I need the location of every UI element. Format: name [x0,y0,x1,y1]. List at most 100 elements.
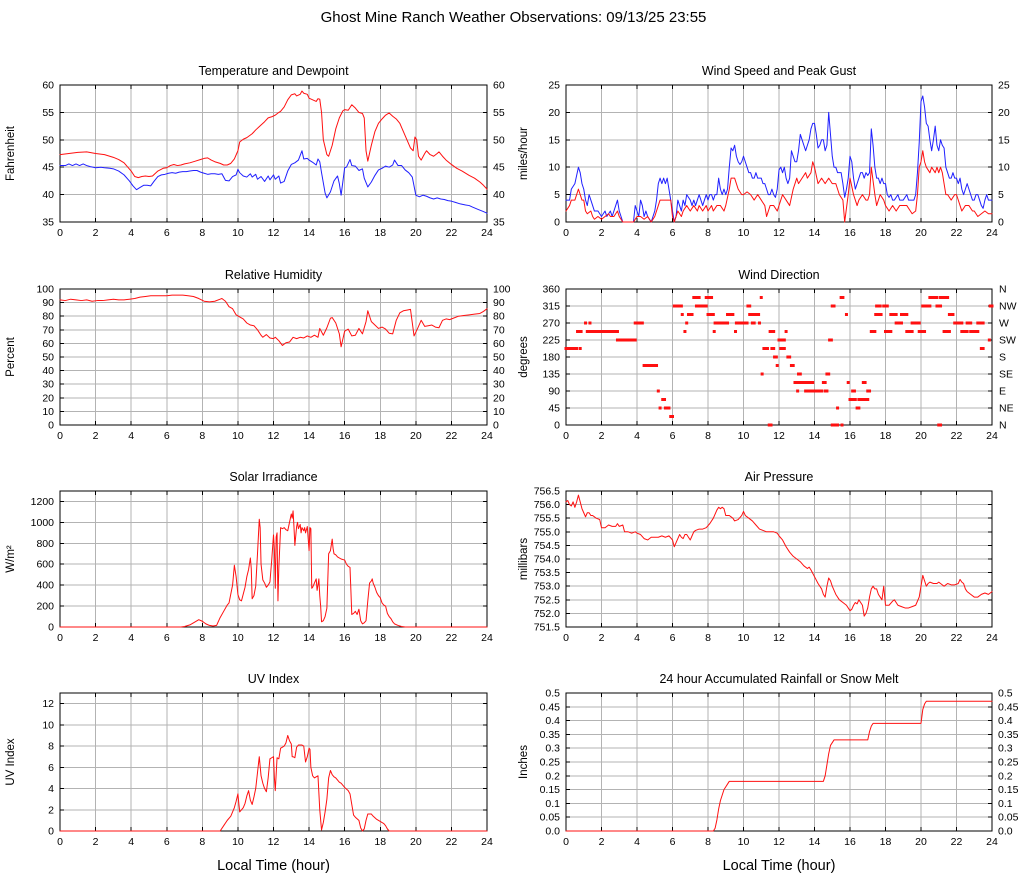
data-point [644,364,648,367]
data-point [694,296,698,299]
x-tick-label: 12 [773,227,785,239]
x-tick-label: 10 [232,836,244,848]
data-point [829,338,833,342]
data-point [976,321,980,325]
y-tick-label: 80 [493,311,505,323]
data-point [612,330,616,333]
data-point [781,347,785,350]
y-tick-label: 35 [42,217,54,229]
data-point [935,296,939,299]
data-point [899,321,903,325]
data-point [770,330,774,333]
y-tick-label: 755.0 [534,526,560,538]
x-tick-label: 2 [599,227,605,239]
x-tick-label: 14 [809,430,821,442]
y-tick-label: 0.3 [545,743,560,755]
y-tick-label: 225 [542,335,560,347]
data-point [571,347,575,350]
x-tick-label: 22 [446,836,458,848]
data-point [706,296,710,299]
data-point [876,313,880,316]
data-point [646,364,650,367]
data-point [930,296,934,299]
data-point [769,423,773,427]
data-point [748,313,752,316]
x-tick-label: 2 [93,430,99,442]
data-point [914,321,918,325]
data-point [805,389,809,393]
data-point [944,330,948,333]
data-point [727,313,731,316]
data-point [940,296,944,299]
data-point [588,321,592,325]
data-point [873,330,877,333]
data-point [594,330,598,333]
data-point [939,304,943,308]
data-point [937,304,941,308]
data-point [903,313,907,316]
x-tick-label: 10 [738,430,750,442]
x-tick-label: 6 [164,227,170,239]
y-tick-label: 20 [493,392,505,404]
data-point [884,304,887,308]
data-point [640,321,644,325]
y-tick-label: 0.35 [540,729,561,741]
data-point [857,398,861,401]
data-point [972,330,976,333]
x-tick-label: 18 [880,632,892,644]
data-point [830,304,834,308]
data-point [697,296,701,299]
data-point [981,321,985,325]
x-tick-label: 6 [670,227,676,239]
data-point [578,347,582,350]
data-point [752,321,756,325]
y-tick-label: 5 [554,189,560,201]
x-tick-label: 18 [374,430,386,442]
y-tick-label: 100 [493,284,511,296]
data-point [889,330,893,333]
y-tick-label: 100 [36,284,54,296]
x-tick-label: 8 [199,227,205,239]
y-tick-label: 0.2 [545,770,560,782]
data-point [969,330,973,333]
y-tick-label: 270 [542,318,560,330]
data-point [896,321,900,325]
data-point [866,398,870,401]
data-point [605,330,609,333]
compass-label: W [999,318,1009,330]
data-point [596,330,600,333]
data-point [861,381,865,384]
data-point [879,313,883,316]
data-point [738,321,742,325]
y-tick-label: 55 [42,107,54,119]
x-tick-label: 0 [563,227,569,239]
x-tick-label: 24 [481,836,493,848]
data-point [779,347,783,350]
compass-label: SW [999,335,1016,347]
data-point [798,381,802,384]
data-point [859,398,863,401]
data-point [690,313,694,316]
data-point [821,381,825,384]
series-line-uv-index [59,734,488,832]
data-point [864,398,868,401]
chart-air-pressure: 0 2 4 6 8 10 12 14 16 18 20 22 24 751.5 752.0 752.5 753.… [513,460,1027,660]
data-point [836,406,840,410]
series-line-pressure [565,494,993,617]
data-point [635,321,639,325]
data-point [855,406,859,410]
y-tick-label: 40 [493,365,505,377]
data-point [882,304,886,308]
chart-title: Air Pressure [745,470,814,484]
data-point [573,347,577,350]
y-tick-label: 0.4 [998,715,1013,727]
y-axis-label: miles/hour [518,127,530,180]
data-point [651,364,655,367]
y-tick-label: 20 [998,107,1010,119]
y-axis-label: degrees [518,336,530,378]
x-tick-label: 14 [809,836,821,848]
x-tick-label: 16 [844,430,856,442]
data-point [947,313,951,316]
